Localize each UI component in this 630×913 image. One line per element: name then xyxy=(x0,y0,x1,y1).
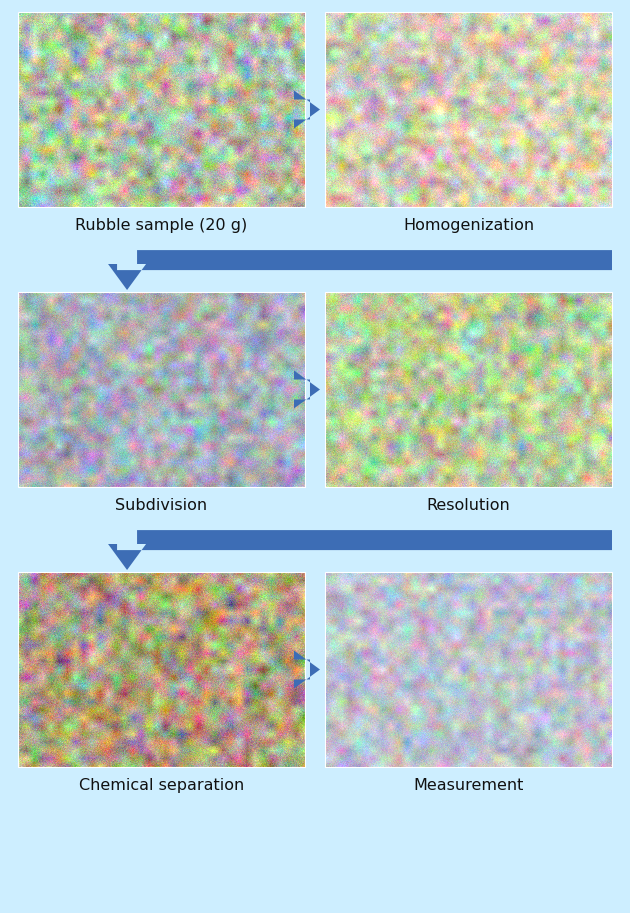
Bar xyxy=(18,572,305,767)
Text: Rubble sample (20 g): Rubble sample (20 g) xyxy=(76,218,248,233)
Polygon shape xyxy=(294,90,320,129)
Text: Chemical separation: Chemical separation xyxy=(79,778,244,793)
Polygon shape xyxy=(108,250,612,290)
Text: Resolution: Resolution xyxy=(427,498,510,513)
Bar xyxy=(325,12,612,207)
Polygon shape xyxy=(108,530,612,570)
Text: Homogenization: Homogenization xyxy=(403,218,534,233)
Text: Subdivision: Subdivision xyxy=(115,498,207,513)
Text: Measurement: Measurement xyxy=(413,778,524,793)
Bar xyxy=(325,292,612,487)
Bar xyxy=(18,12,305,207)
Bar xyxy=(325,572,612,767)
Bar xyxy=(18,292,305,487)
Polygon shape xyxy=(294,650,320,688)
Polygon shape xyxy=(294,371,320,408)
